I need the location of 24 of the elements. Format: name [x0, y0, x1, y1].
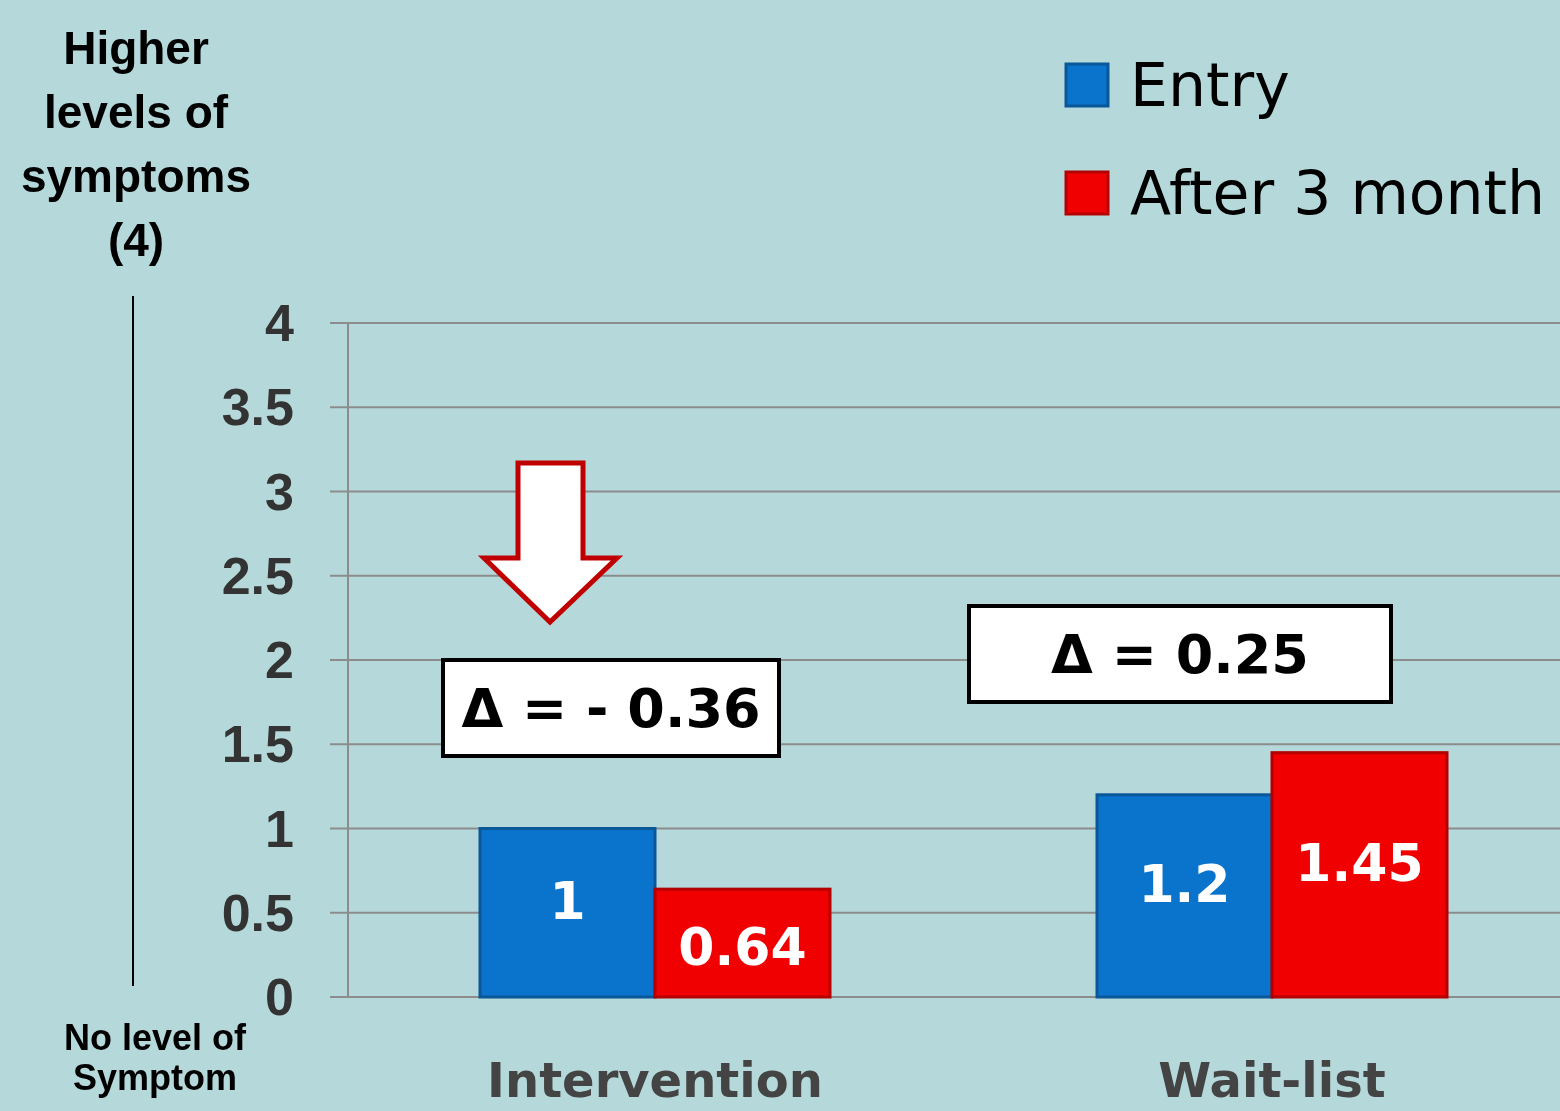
bar: [478, 827, 657, 999]
data-label: 1: [549, 870, 586, 931]
x-tick-label: Wait-list: [1158, 1051, 1386, 1108]
y-tick-label: 0: [265, 968, 294, 1027]
data-label: 1.2: [1138, 854, 1231, 915]
bar: [1270, 751, 1449, 999]
text: No level of Symptom: [63, 1017, 248, 1098]
y-tick-label: 0.5: [221, 883, 294, 942]
bar: [1095, 793, 1274, 999]
y-tick-label: 1.5: [221, 715, 294, 774]
legend-label: Entry: [1130, 50, 1290, 120]
y-tick-label: 3.5: [221, 378, 294, 437]
data-label: 0.64: [678, 917, 807, 978]
annotation: Δ = - 0.36: [461, 676, 761, 740]
legend-label: After 3 month: [1130, 158, 1546, 228]
y-axis-title: Higher levels of symptoms (4): [20, 22, 252, 266]
y-tick-label: 4: [265, 294, 295, 353]
y-tick-label: 2.5: [221, 546, 294, 605]
y-tick-label: 2: [265, 631, 294, 690]
y-tick-label: 1: [265, 799, 294, 858]
data-label: 1.45: [1295, 833, 1424, 894]
annotation: Δ = 0.25: [1051, 622, 1309, 686]
y-tick-label: 3: [265, 462, 294, 521]
x-tick-label: Intervention: [487, 1051, 823, 1108]
